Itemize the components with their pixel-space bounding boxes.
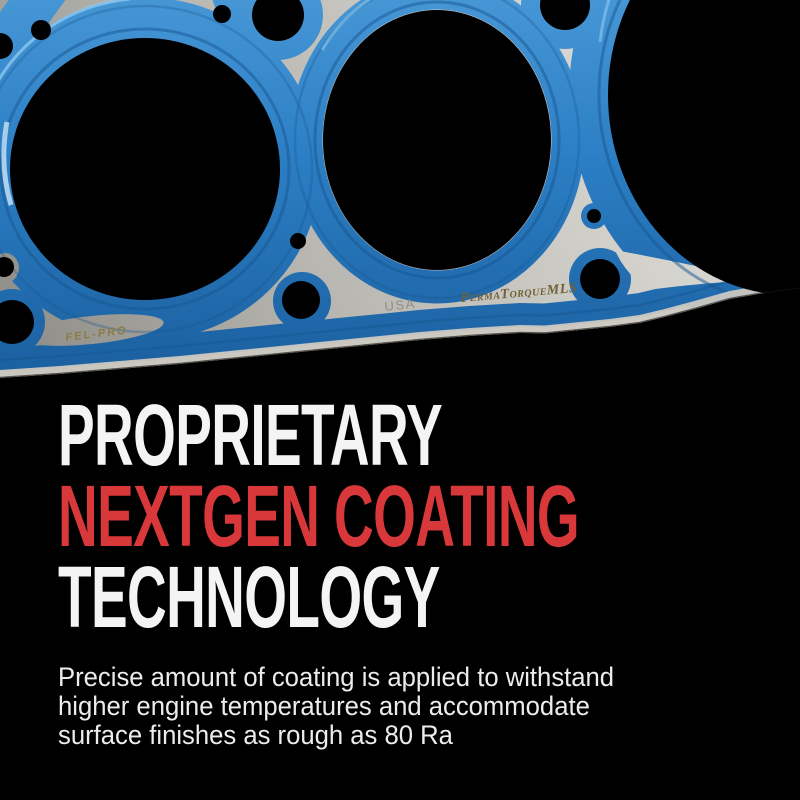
gloss-highlight [1, 121, 14, 206]
body-copy-line: surface finishes as rough as 80 Ra [58, 720, 453, 750]
bolt-hole [580, 259, 620, 299]
bolt-hole [0, 257, 14, 277]
bolt-hole [282, 281, 320, 319]
gasket-photo: FEL-PRO USA PermaTorqueMLS [0, 0, 800, 379]
coolant-hole [252, 0, 304, 41]
bead-ridge [293, 0, 581, 300]
bolt-hole [213, 5, 231, 23]
bolt-hole [31, 20, 51, 40]
edge-notch [0, 33, 13, 59]
bead-ridge [0, 27, 291, 311]
gloss-highlight [598, 0, 670, 43]
headline-line-3: TECHNOLOGY [58, 549, 440, 646]
coolant-hole [540, 0, 590, 30]
gasket-machined-edge [0, 276, 800, 379]
bolt-hole [587, 209, 601, 223]
usa-origin-stamp: USA [384, 296, 417, 314]
body-copy-line: higher engine temperatures and accommoda… [58, 691, 590, 721]
bead-ridge [0, 4, 314, 334]
bolt-hole [290, 233, 306, 249]
gloss-highlight [320, 0, 449, 51]
body-copy-line: Precise amount of coating is applied to … [58, 662, 615, 692]
headline-line-2: NEXTGEN COATING [58, 468, 580, 565]
headline-block: PROPRIETARY NEXTGEN COATING TECHNOLOGY [58, 387, 800, 646]
gasket-blue-corner-band [0, 0, 79, 96]
body-copy-block: Precise amount of coating is applied to … [58, 663, 643, 750]
cylinder-bore-left [10, 38, 280, 300]
cylinder-bore-middle [323, 10, 551, 270]
bolt-hole [0, 300, 34, 344]
bead-ridge [313, 0, 561, 280]
headline-line-1: PROPRIETARY [58, 387, 443, 484]
steel-pocket-felpro [20, 314, 164, 346]
bore-ring-middle [289, 0, 585, 304]
bead-ridge [0, 264, 800, 363]
cylinder-bore-right [608, 0, 800, 295]
